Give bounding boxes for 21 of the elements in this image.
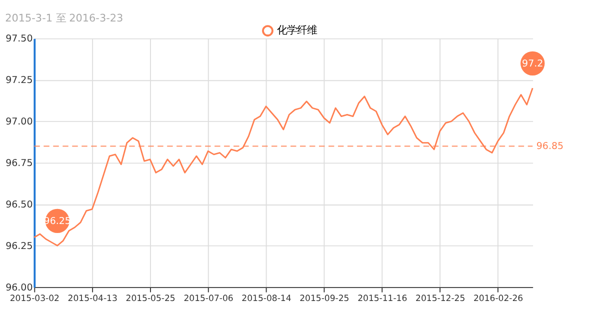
x-tick-label: 2015-05-25 xyxy=(126,294,176,304)
y-tick-label: 96.25 xyxy=(6,240,33,252)
x-tick-label: 2015-12-25 xyxy=(416,294,466,304)
x-tick-label: 2015-09-25 xyxy=(300,294,350,304)
annotation: 97.2 xyxy=(522,58,544,70)
x-tick-label: 2015-03-02 xyxy=(10,294,60,304)
y-tick-label: 96.00 xyxy=(6,282,33,294)
chart-title: 2015-3-1 至 2016-3-23 xyxy=(5,12,124,24)
x-tick-label: 2015-11-16 xyxy=(358,294,408,304)
legend-label: 化学纤维 xyxy=(277,24,318,37)
line-series xyxy=(33,87,534,246)
y-tick-label: 97.00 xyxy=(6,116,33,128)
x-tick-label: 2016-02-26 xyxy=(474,294,524,304)
x-tick-label: 2015-07-06 xyxy=(184,294,234,304)
y-tick-label: 97.50 xyxy=(6,34,33,45)
y-tick-label: 97.25 xyxy=(6,75,33,86)
x-tick-label: 2015-08-14 xyxy=(242,294,292,304)
y-tick-label: 96.75 xyxy=(6,158,33,170)
x-tick-label: 2015-04-13 xyxy=(68,294,118,304)
y-tick-label: 96.50 xyxy=(6,200,33,210)
ref-line-label: 96.85 xyxy=(536,140,564,152)
